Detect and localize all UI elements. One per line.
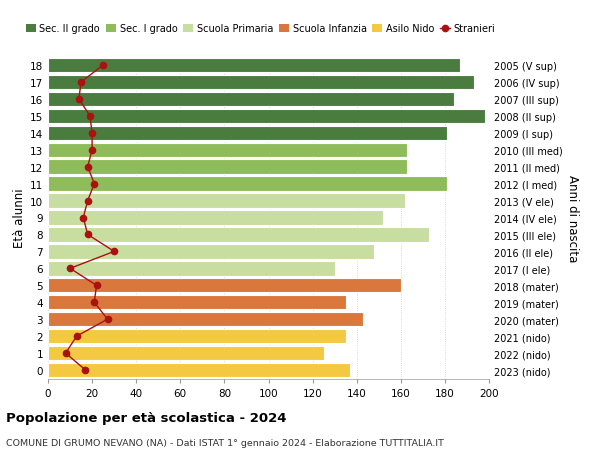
Legend: Sec. II grado, Sec. I grado, Scuola Primaria, Scuola Infanzia, Asilo Nido, Stran: Sec. II grado, Sec. I grado, Scuola Prim…: [22, 21, 499, 38]
Bar: [48, 346, 323, 360]
Bar: [48, 177, 447, 191]
Bar: [48, 329, 346, 344]
Bar: [48, 296, 346, 310]
Bar: [48, 245, 374, 259]
Bar: [48, 194, 405, 208]
Bar: [48, 363, 350, 377]
Text: Popolazione per età scolastica - 2024: Popolazione per età scolastica - 2024: [6, 411, 287, 424]
Bar: [48, 160, 407, 174]
Bar: [48, 262, 335, 276]
Text: COMUNE DI GRUMO NEVANO (NA) - Dati ISTAT 1° gennaio 2024 - Elaborazione TUTTITAL: COMUNE DI GRUMO NEVANO (NA) - Dati ISTAT…: [6, 438, 444, 448]
Bar: [48, 312, 364, 327]
Bar: [48, 228, 430, 242]
Bar: [48, 76, 473, 90]
Bar: [48, 143, 407, 157]
Bar: [48, 109, 485, 124]
Bar: [48, 211, 383, 225]
Y-axis label: Età alunni: Età alunni: [13, 188, 26, 248]
Bar: [48, 92, 454, 107]
Bar: [48, 126, 447, 140]
Bar: [48, 59, 460, 73]
Bar: [48, 279, 401, 293]
Y-axis label: Anni di nascita: Anni di nascita: [566, 174, 579, 262]
